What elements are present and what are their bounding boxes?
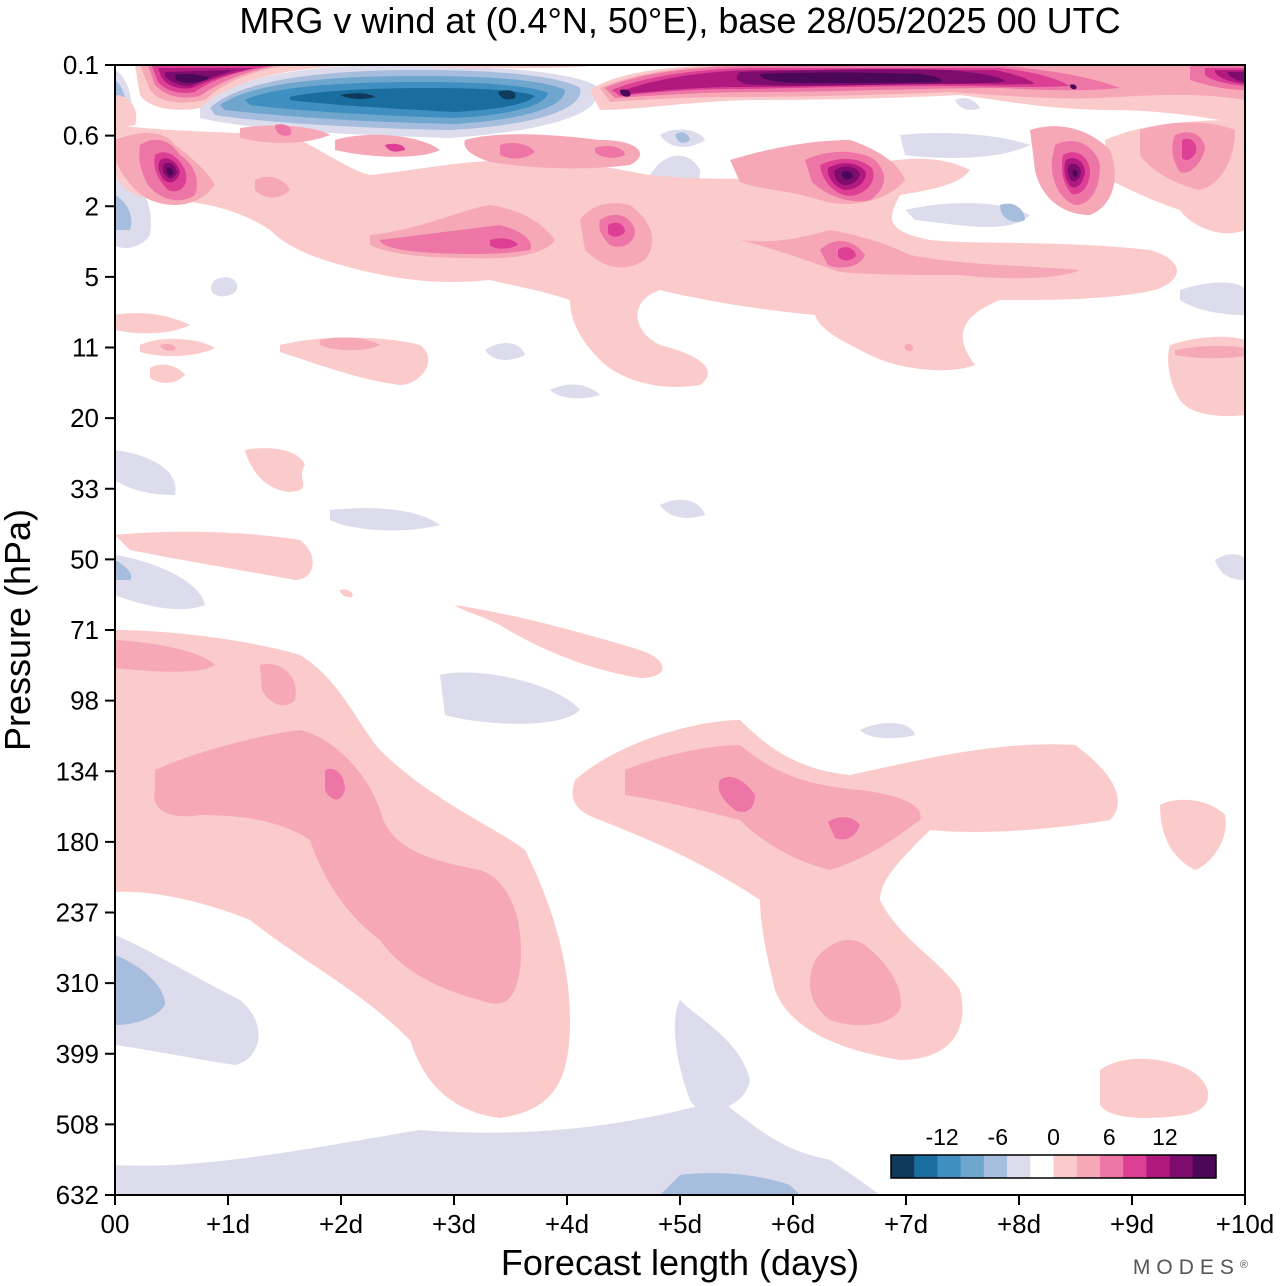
colorbar-tick-label: 0: [1047, 1124, 1060, 1150]
positive-level-7: [166, 167, 1078, 180]
y-axis-label: Pressure (hPa): [0, 509, 38, 751]
x-tick-label: +7d: [884, 1209, 928, 1239]
x-tick-label: +2d: [319, 1209, 363, 1239]
x-tick-label: +3d: [432, 1209, 476, 1239]
y-tick-label: 20: [70, 403, 99, 433]
y-tick-label: 71: [70, 615, 99, 645]
x-tick-label: +8d: [997, 1209, 1041, 1239]
colorbar-tick-label: 12: [1152, 1124, 1178, 1150]
y-tick-label: 632: [56, 1180, 99, 1210]
y-tick-label: 0.6: [63, 121, 99, 151]
y-tick-label: 134: [56, 756, 99, 786]
y-tick-label: 98: [70, 686, 99, 716]
positive-top-band: [135, 65, 1245, 125]
x-axis: 00 +1d +2d +3d +4d +5d +6d +7d +8d +9d +10d: [101, 1195, 1275, 1239]
colorbar-swatch: [1146, 1155, 1170, 1178]
y-tick-label: 2: [85, 191, 99, 221]
colorbar-swatch: [914, 1155, 938, 1178]
colorbar-swatch: [1192, 1155, 1217, 1178]
plot-area: [114, 64, 1246, 1196]
colorbar: -12 -6 0 6 12: [890, 1124, 1217, 1179]
y-tick-label: 508: [56, 1109, 99, 1139]
brand-logo: MODES®: [1133, 1256, 1248, 1279]
x-tick-label: +10d: [1216, 1209, 1275, 1239]
x-tick-label: +9d: [1110, 1209, 1154, 1239]
y-tick-label: 33: [70, 474, 99, 504]
colorbar-tick-label: -12: [925, 1124, 958, 1150]
y-tick-label: 11: [72, 333, 99, 363]
x-axis-label: Forecast length (days): [501, 1242, 859, 1283]
colorbar-tick-label: 6: [1103, 1124, 1116, 1150]
y-tick-label: 310: [56, 968, 99, 998]
colorbar-tick-label: -6: [988, 1124, 1008, 1150]
colorbar-swatch: [1099, 1155, 1124, 1178]
colorbar-swatch: [960, 1155, 985, 1178]
y-tick-label: 5: [85, 262, 99, 292]
colorbar-swatch: [1076, 1155, 1101, 1178]
x-tick-label: +6d: [771, 1209, 815, 1239]
colorbar-swatch: [937, 1155, 961, 1178]
y-tick-label: 50: [70, 544, 99, 574]
colorbar-swatch: [891, 1155, 915, 1178]
negative-core: [200, 65, 598, 138]
colorbar-swatch: [1030, 1155, 1054, 1178]
chart-title: MRG v wind at (0.4°N, 50°E), base 28/05/…: [239, 0, 1120, 41]
x-tick-label: +4d: [545, 1209, 589, 1239]
y-tick-label: 237: [56, 898, 99, 928]
colorbar-swatch: [983, 1155, 1008, 1178]
y-tick-label: 0.1: [63, 50, 99, 80]
y-axis: 0.1 0.6 2 5 11 20 33 50 71 98 134 180 237 310 399 508 63…: [56, 50, 115, 1210]
x-tick-label: +1d: [206, 1209, 250, 1239]
x-tick-label: +5d: [658, 1209, 702, 1239]
colorbar-frame: [890, 1154, 1217, 1179]
y-tick-label: 180: [56, 827, 99, 857]
colorbar-swatch: [1123, 1155, 1147, 1178]
colorbar-swatch: [1169, 1155, 1194, 1178]
y-tick-label: 399: [56, 1039, 99, 1069]
contour-field: [115, 65, 1245, 1195]
colorbar-swatch: [1053, 1155, 1078, 1178]
x-tick-label: 00: [101, 1209, 130, 1239]
colorbar-swatch: [1007, 1155, 1031, 1178]
